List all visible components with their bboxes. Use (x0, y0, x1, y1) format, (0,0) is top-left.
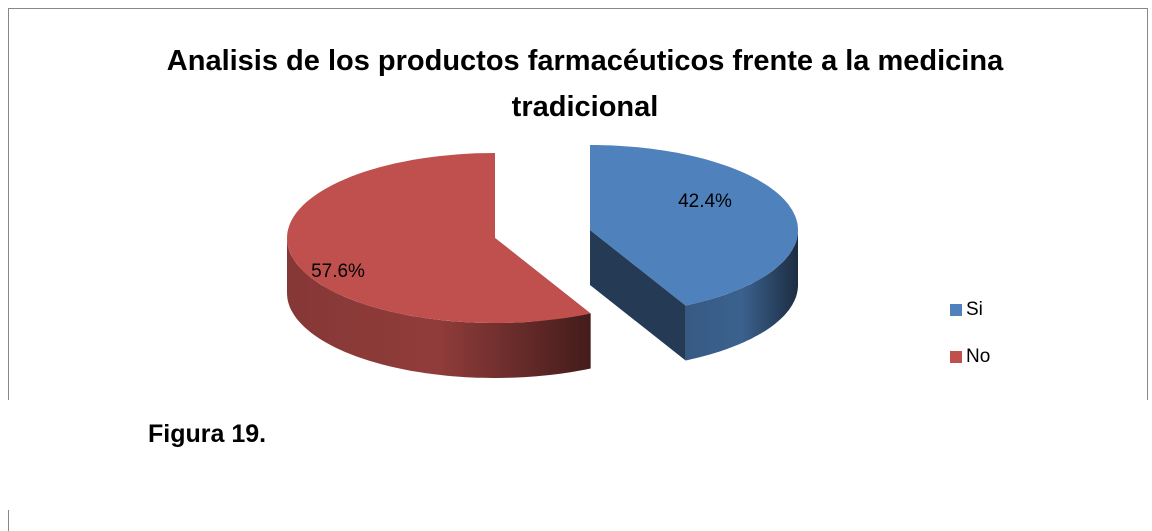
pie-slice (287, 153, 591, 323)
legend-swatch (950, 351, 962, 363)
slice-face (590, 230, 686, 361)
pie-slice (590, 145, 798, 306)
chart-title: Analisis de los productos farmacéuticos … (166, 45, 1004, 123)
data-label: 57.6% (311, 261, 365, 282)
legend-swatch (950, 304, 962, 316)
slice-side (287, 238, 591, 378)
figure-caption: Figura 19. (148, 420, 267, 448)
legend-label: Si (966, 299, 983, 320)
slice-side (685, 230, 798, 361)
chart-frame (8, 8, 1148, 400)
data-label: 42.4% (678, 191, 732, 212)
legend-label: No (966, 346, 990, 367)
frame-edge (8, 510, 9, 531)
